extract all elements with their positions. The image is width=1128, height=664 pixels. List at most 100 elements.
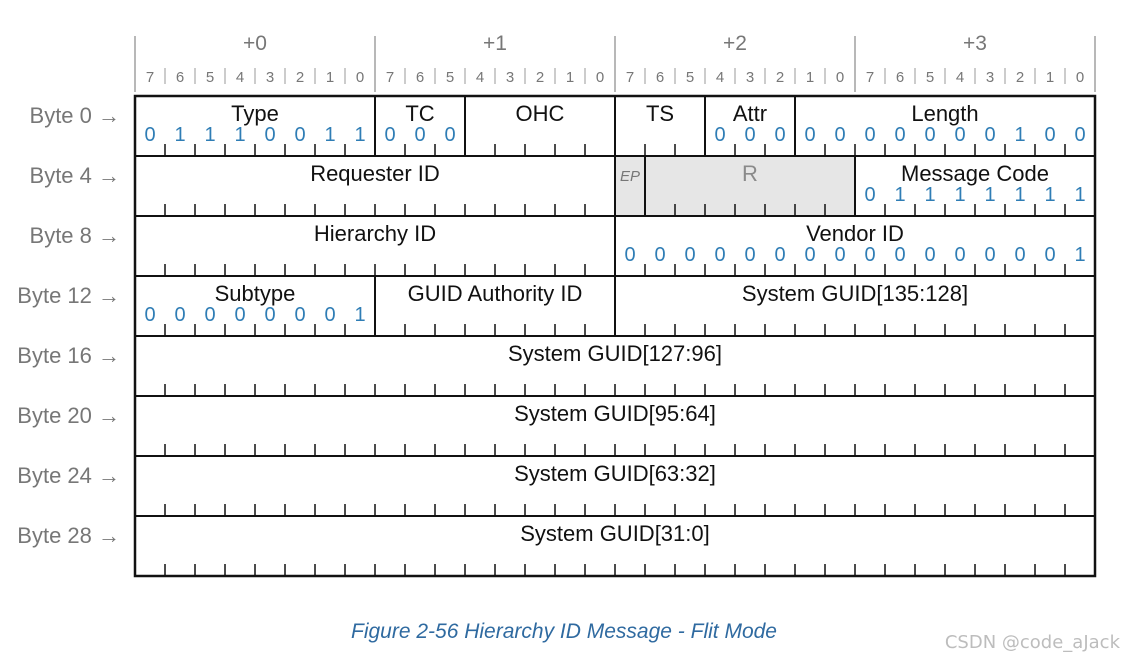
field-name: Vendor ID	[806, 221, 904, 246]
row-byte-label: Byte 20 →	[17, 403, 120, 428]
bit-value: 0	[144, 304, 155, 326]
bit-value: 0	[204, 304, 215, 326]
bit-value: 1	[234, 124, 245, 146]
bit-value: 1	[1074, 244, 1085, 266]
bit-value: 0	[984, 124, 995, 146]
bit-value: 0	[324, 304, 335, 326]
field-name: Message Code	[901, 161, 1049, 186]
row-byte-label: Byte 16 →	[17, 343, 120, 368]
row-byte-label: Byte 12 →	[17, 283, 120, 308]
byte-offset-header: +3	[963, 32, 987, 55]
bit-number-label: 0	[356, 69, 364, 86]
bit-number-label: 1	[326, 69, 334, 86]
bit-value: 0	[924, 124, 935, 146]
field-name: System GUID[63:32]	[514, 461, 716, 486]
bit-number-label: 2	[776, 69, 784, 86]
bit-number-label: 3	[266, 69, 274, 86]
row-byte-label: Byte 24 →	[17, 463, 120, 488]
bit-number-label: 2	[1016, 69, 1024, 86]
bit-value: 0	[834, 244, 845, 266]
field-name: TS	[646, 101, 674, 126]
row-byte-label: Byte 8 →	[30, 223, 120, 248]
bit-number-label: 7	[626, 69, 634, 86]
bit-number-label: 0	[596, 69, 604, 86]
bit-value: 0	[924, 244, 935, 266]
field-name: R	[742, 161, 758, 186]
row-byte-label: Byte 4 →	[30, 163, 120, 188]
bit-number-label: 7	[386, 69, 394, 86]
bit-number-label: 3	[506, 69, 514, 86]
bit-value: 0	[1044, 244, 1055, 266]
bit-number-label: 1	[806, 69, 814, 86]
bit-number-label: 5	[446, 69, 454, 86]
field-name: System GUID[127:96]	[508, 341, 722, 366]
bit-number-label: 6	[176, 69, 184, 86]
field-name: Type	[231, 101, 279, 126]
bit-value: 0	[834, 124, 845, 146]
field-name: System GUID[31:0]	[520, 521, 710, 546]
field-name: GUID Authority ID	[408, 281, 583, 306]
bit-number-label: 1	[566, 69, 574, 86]
bit-number-label: 6	[656, 69, 664, 86]
bit-value: 0	[684, 244, 695, 266]
bit-number-label: 2	[536, 69, 544, 86]
bit-value: 1	[354, 124, 365, 146]
bit-value: 0	[714, 244, 725, 266]
bit-number-label: 7	[866, 69, 874, 86]
bit-number-label: 6	[416, 69, 424, 86]
bit-value: 0	[144, 124, 155, 146]
bit-number-label: 5	[926, 69, 934, 86]
bit-value: 0	[774, 124, 785, 146]
bit-value: 0	[894, 124, 905, 146]
field-name: System GUID[95:64]	[514, 401, 716, 426]
bit-value: 1	[1014, 184, 1025, 206]
bit-value: 0	[804, 124, 815, 146]
byte-offset-header: +0	[243, 32, 267, 55]
diagram-frame	[133, 94, 1097, 578]
bit-value: 0	[1044, 124, 1055, 146]
bit-value: 0	[444, 124, 455, 146]
bit-number-label: 0	[1076, 69, 1084, 86]
bit-value: 1	[174, 124, 185, 146]
bit-value: 0	[984, 244, 995, 266]
bit-value: 0	[954, 244, 965, 266]
bit-value: 0	[654, 244, 665, 266]
bit-value: 0	[1014, 244, 1025, 266]
field-name: Hierarchy ID	[314, 221, 436, 246]
bit-value: 1	[1014, 124, 1025, 146]
field-name: Attr	[733, 101, 767, 126]
bit-number-label: 4	[476, 69, 484, 86]
bit-number-label: 3	[986, 69, 994, 86]
bit-value: 0	[624, 244, 635, 266]
field-name: Length	[911, 101, 978, 126]
bit-value: 0	[864, 124, 875, 146]
field-cell	[614, 155, 646, 217]
bit-number-label: 6	[896, 69, 904, 86]
bit-value: 0	[804, 244, 815, 266]
bit-value: 1	[1074, 184, 1085, 206]
field-name: OHC	[516, 101, 565, 126]
bit-value: 1	[204, 124, 215, 146]
bit-value: 0	[264, 304, 275, 326]
bit-number-label: 0	[836, 69, 844, 86]
field-name: EP	[620, 168, 640, 185]
byte-offset-header: +1	[483, 32, 507, 55]
row-byte-label: Byte 28 →	[17, 523, 120, 548]
bit-value: 0	[414, 124, 425, 146]
field-name: System GUID[135:128]	[742, 281, 968, 306]
field-name: Subtype	[215, 281, 296, 306]
bit-value: 0	[714, 124, 725, 146]
bit-value: 0	[744, 244, 755, 266]
bit-number-label: 4	[236, 69, 244, 86]
bit-value: 1	[354, 304, 365, 326]
byte-offset-header: +2	[723, 32, 747, 55]
bit-value: 1	[984, 184, 995, 206]
bit-value: 1	[1044, 184, 1055, 206]
bit-number-label: 5	[206, 69, 214, 86]
figure-caption: Figure 2-56 Hierarchy ID Message - Flit …	[351, 620, 777, 643]
field-name: Requester ID	[310, 161, 440, 186]
bit-value: 0	[264, 124, 275, 146]
bit-value: 0	[894, 244, 905, 266]
row-byte-label: Byte 0 →	[30, 103, 120, 128]
